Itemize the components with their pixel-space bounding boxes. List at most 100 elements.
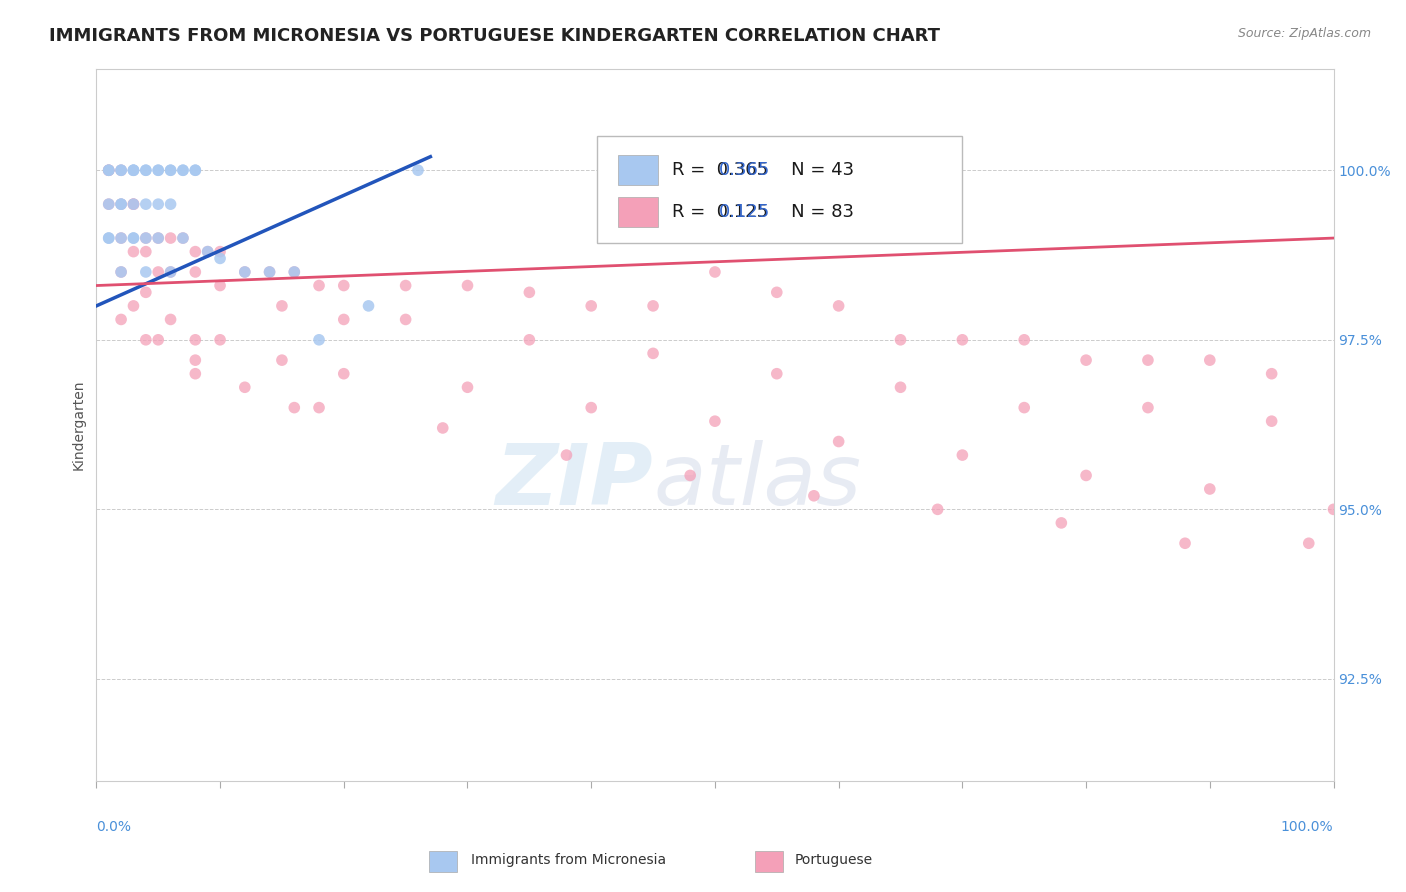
Point [803, 489, 825, 503]
Point [184, 333, 207, 347]
Point [641, 299, 664, 313]
Point [333, 278, 356, 293]
Point [1074, 353, 1097, 368]
Point [159, 265, 181, 279]
Point [110, 231, 132, 245]
Point [135, 265, 157, 279]
Point [395, 312, 418, 326]
Point [172, 163, 194, 178]
Point [283, 401, 305, 415]
Point [122, 244, 145, 259]
Point [122, 299, 145, 313]
Point [827, 434, 849, 449]
Point [135, 231, 157, 245]
Point [159, 231, 181, 245]
Point [889, 333, 911, 347]
Point [703, 414, 725, 428]
Point [1136, 401, 1159, 415]
Point [950, 333, 973, 347]
Point [97, 163, 120, 178]
Point [259, 265, 281, 279]
Point [679, 468, 702, 483]
Point [333, 367, 356, 381]
Point [122, 163, 145, 178]
Text: 100.0%: 100.0% [1281, 820, 1333, 834]
Point [97, 231, 120, 245]
Point [110, 197, 132, 211]
Point [110, 197, 132, 211]
Point [148, 163, 170, 178]
Point [110, 265, 132, 279]
Point [283, 265, 305, 279]
Point [308, 333, 330, 347]
Point [703, 265, 725, 279]
Point [555, 448, 578, 462]
Text: 0.125: 0.125 [718, 203, 770, 221]
Point [159, 265, 181, 279]
Point [172, 163, 194, 178]
Point [97, 197, 120, 211]
Point [135, 244, 157, 259]
Point [1012, 401, 1035, 415]
FancyBboxPatch shape [619, 154, 658, 185]
Point [122, 197, 145, 211]
Point [148, 333, 170, 347]
Point [1298, 536, 1320, 550]
Point [110, 265, 132, 279]
Point [97, 163, 120, 178]
Point [457, 278, 479, 293]
Point [148, 231, 170, 245]
Point [135, 333, 157, 347]
Text: Portuguese: Portuguese [794, 853, 873, 867]
Point [641, 346, 664, 360]
Text: Immigrants from Micronesia: Immigrants from Micronesia [471, 853, 666, 867]
Point [950, 448, 973, 462]
Point [184, 265, 207, 279]
Point [765, 285, 787, 300]
Point [159, 163, 181, 178]
Text: IMMIGRANTS FROM MICRONESIA VS PORTUGUESE KINDERGARTEN CORRELATION CHART: IMMIGRANTS FROM MICRONESIA VS PORTUGUESE… [49, 27, 941, 45]
Point [110, 163, 132, 178]
Point [148, 197, 170, 211]
Point [271, 299, 294, 313]
Point [233, 380, 256, 394]
Point [172, 231, 194, 245]
Text: atlas: atlas [652, 440, 860, 523]
Point [259, 265, 281, 279]
Point [308, 278, 330, 293]
Point [135, 231, 157, 245]
Point [1260, 414, 1282, 428]
Text: R =  0.125    N = 83: R = 0.125 N = 83 [672, 203, 853, 221]
Point [184, 367, 207, 381]
Point [172, 231, 194, 245]
Point [765, 367, 787, 381]
Text: Source: ZipAtlas.com: Source: ZipAtlas.com [1237, 27, 1371, 40]
Point [122, 163, 145, 178]
Point [1074, 468, 1097, 483]
Point [135, 197, 157, 211]
Point [432, 421, 454, 435]
FancyBboxPatch shape [619, 197, 658, 227]
Point [135, 163, 157, 178]
Point [122, 163, 145, 178]
Point [122, 197, 145, 211]
Point [579, 401, 602, 415]
Point [1050, 516, 1073, 530]
Text: ZIP: ZIP [495, 440, 652, 523]
Point [135, 285, 157, 300]
Point [135, 163, 157, 178]
Point [148, 163, 170, 178]
Point [406, 163, 429, 178]
Point [357, 299, 380, 313]
Point [184, 353, 207, 368]
Point [1260, 367, 1282, 381]
Point [271, 353, 294, 368]
Point [927, 502, 949, 516]
Point [889, 380, 911, 394]
Point [1012, 333, 1035, 347]
Point [197, 244, 219, 259]
Point [1174, 536, 1197, 550]
Point [209, 244, 232, 259]
Point [110, 163, 132, 178]
Point [233, 265, 256, 279]
